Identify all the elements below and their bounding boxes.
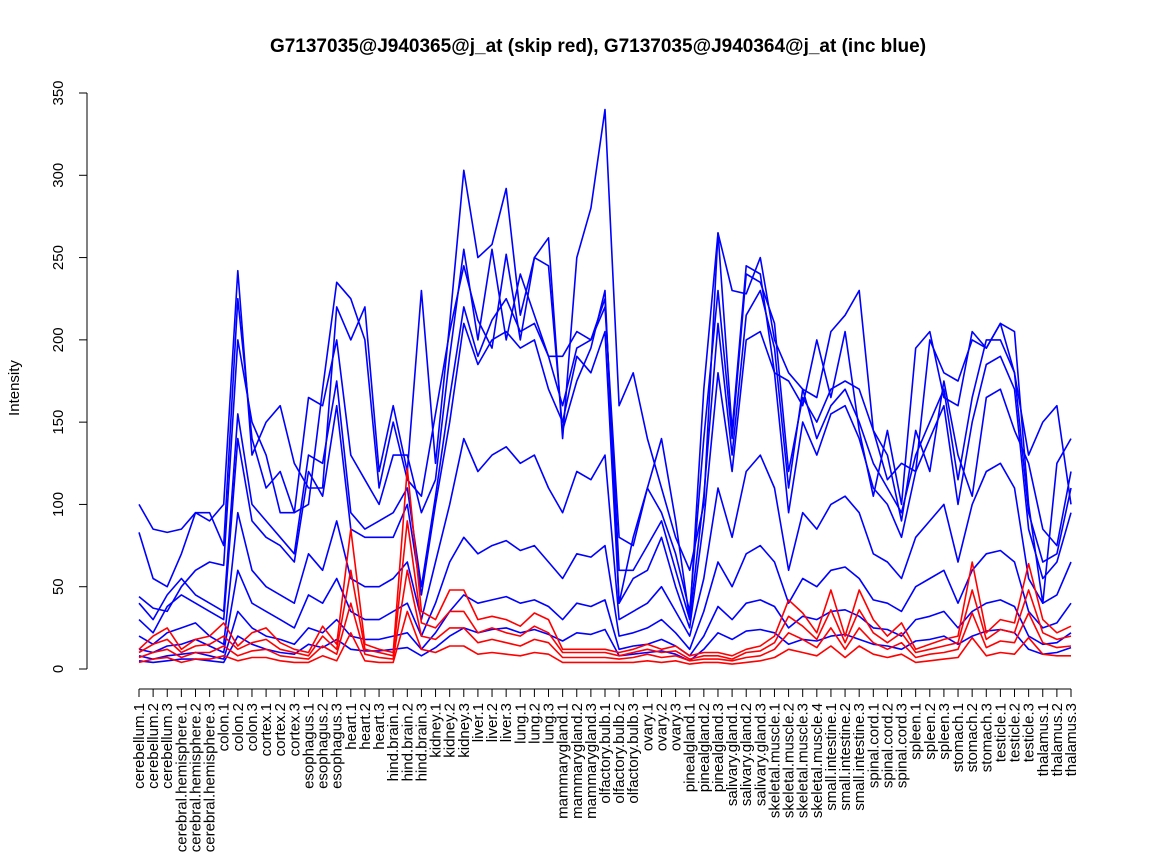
x-tick-label: olfactory.bulb.2	[611, 703, 628, 804]
y-tick-label: 250	[50, 245, 67, 270]
x-tick-label: olfactory.bulb.3	[625, 703, 642, 804]
x-tick-label: pinealgland.3	[710, 703, 727, 792]
x-tick-label: small.intestine.2	[837, 703, 854, 811]
x-tick-label: ovary.1	[639, 703, 656, 751]
blue-series-line	[138, 594, 1072, 660]
red-series-line	[138, 520, 1072, 660]
y-tick-label: 350	[50, 80, 67, 105]
x-tick-label: kidney.2	[442, 703, 459, 758]
x-tick-label: heart.1	[343, 703, 360, 750]
x-tick-label: colon.2	[230, 703, 247, 751]
x-tick-label: cortex.3	[286, 703, 303, 756]
x-tick-label: colon.1	[216, 703, 233, 751]
x-axis: cerebellum.1cerebellum.2cerebellum.3cere…	[131, 688, 1080, 852]
y-tick-label: 150	[50, 410, 67, 435]
x-tick-label: pinealgland.2	[696, 703, 713, 792]
x-tick-label: heart.2	[357, 703, 374, 750]
x-tick-label: esophagus.1	[300, 703, 317, 789]
x-tick-label: hind.brain.2	[399, 703, 416, 781]
y-tick-label: 0	[50, 665, 67, 673]
x-tick-label: cerebellum.2	[145, 703, 162, 789]
y-axis: 0 50 100 150 200 250 300 350	[50, 80, 88, 673]
x-tick-label: cerebellum.3	[159, 703, 176, 789]
x-tick-label: salivary.gland.2	[738, 703, 755, 806]
x-tick-label: hind.brain.3	[413, 703, 430, 781]
x-tick-label: cerebellum.1	[131, 703, 148, 789]
x-tick-label: skeletal.muscle.4	[809, 703, 826, 818]
x-tick-label: testicle.3	[1021, 703, 1038, 762]
blue-series-line	[138, 437, 1072, 646]
x-tick-label: small.intestine.1	[823, 703, 840, 811]
x-tick-label: testicle.2	[1007, 703, 1024, 762]
x-tick-label: olfactory.bulb.1	[597, 703, 614, 804]
x-tick-label: spinal.cord.2	[879, 703, 896, 788]
plot-lines	[138, 108, 1072, 665]
chart-title: G7137035@J940365@j_at (skip red), G71370…	[270, 36, 926, 57]
x-tick-label: hind.brain.1	[385, 703, 402, 781]
x-tick-label: mammarygland.2	[569, 703, 586, 819]
x-tick-label: lung.2	[526, 703, 543, 744]
x-tick-label: thalamus.2	[1049, 703, 1066, 776]
x-tick-label: pinealgland.1	[682, 703, 699, 792]
blue-series-line	[138, 627, 1072, 664]
x-tick-label: skeletal.muscle.1	[766, 703, 783, 818]
x-tick-label: liver.1	[470, 703, 487, 742]
x-tick-label: skeletal.muscle.2	[781, 703, 798, 818]
blue-series-line	[138, 289, 1072, 621]
y-tick-label: 100	[50, 492, 67, 517]
x-tick-label: cortex.1	[258, 703, 275, 756]
x-tick-label: esophagus.3	[329, 703, 346, 789]
x-tick-label: liver.2	[484, 703, 501, 742]
x-tick-label: ovary.2	[653, 703, 670, 751]
x-tick-label: stomach.1	[950, 703, 967, 772]
x-tick-label: stomach.2	[964, 703, 981, 772]
blue-series-line	[138, 322, 1072, 634]
x-tick-label: mammarygland.3	[583, 703, 600, 819]
x-tick-label: spinal.cord.1	[865, 703, 882, 788]
blue-series-line	[138, 536, 1072, 654]
red-series-line	[138, 610, 1071, 665]
y-axis-label: Intensity	[6, 360, 23, 416]
x-tick-label: spleen.1	[908, 703, 925, 760]
x-tick-label: kidney.1	[428, 703, 445, 758]
x-tick-label: salivary.gland.1	[724, 703, 741, 806]
y-tick-label: 200	[50, 327, 67, 352]
x-tick-label: lung.3	[541, 703, 558, 744]
x-tick-label: lung.1	[512, 703, 529, 744]
x-tick-label: small.intestine.3	[851, 703, 868, 811]
x-tick-label: heart.3	[371, 703, 388, 750]
x-tick-label: cerebral.hemisphere.2	[187, 703, 204, 852]
x-tick-label: colon.3	[244, 703, 261, 751]
x-tick-label: cerebral.hemisphere.1	[173, 703, 190, 852]
x-tick-label: ovary.3	[668, 703, 685, 751]
x-tick-label: testicle.1	[992, 703, 1009, 762]
x-tick-label: salivary.gland.3	[752, 703, 769, 806]
x-tick-label: thalamus.1	[1035, 703, 1052, 776]
x-tick-label: esophagus.2	[315, 703, 332, 789]
x-tick-label: spleen.2	[922, 703, 939, 760]
y-tick-label: 50	[50, 578, 67, 595]
y-tick-label: 300	[50, 163, 67, 188]
x-tick-label: liver.3	[498, 703, 515, 742]
red-series-line	[138, 467, 1072, 657]
x-tick-label: mammarygland.1	[555, 703, 572, 819]
x-tick-label: spleen.3	[936, 703, 953, 760]
x-tick-label: cerebral.hemisphere.3	[202, 703, 219, 852]
x-tick-label: cortex.2	[272, 703, 289, 756]
x-tick-label: spinal.cord.3	[894, 703, 911, 788]
blue-series-line	[138, 108, 1072, 605]
x-tick-label: skeletal.muscle.3	[795, 703, 812, 818]
x-tick-label: kidney.3	[456, 703, 473, 758]
x-tick-label: stomach.3	[978, 703, 995, 772]
red-series-line	[138, 569, 1072, 662]
x-tick-label: thalamus.3	[1063, 703, 1080, 776]
blue-series-line	[138, 232, 1072, 621]
